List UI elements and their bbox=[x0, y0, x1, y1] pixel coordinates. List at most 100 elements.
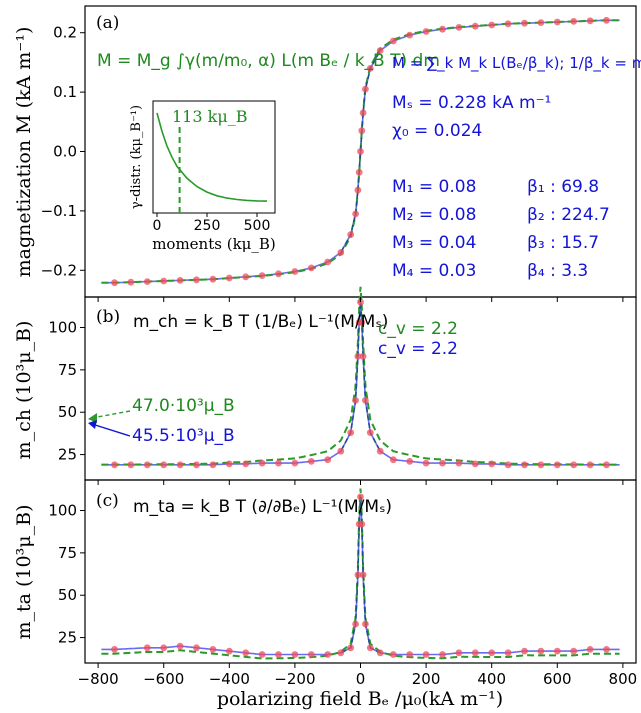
data-point bbox=[521, 19, 528, 27]
data-point bbox=[439, 25, 446, 33]
m-k-value: M₃ = 0.04 bbox=[392, 233, 476, 253]
data-points bbox=[111, 16, 610, 658]
panel-c-label: (c) bbox=[96, 491, 119, 511]
data-point bbox=[143, 278, 151, 285]
x-tick-label: −800 bbox=[78, 670, 119, 688]
y-tick-label: 100 bbox=[48, 502, 77, 520]
panel-b-y-label: m_ch (10³μ_B) bbox=[13, 321, 35, 460]
cv-green: c_v = 2.2 bbox=[378, 319, 458, 339]
beta-k-value: β₂ : 224.7 bbox=[527, 205, 610, 225]
data-point bbox=[586, 461, 594, 469]
x-tick-label: 0 bbox=[356, 670, 366, 688]
data-point bbox=[111, 646, 118, 653]
data-point bbox=[471, 460, 479, 468]
data-point bbox=[176, 642, 184, 650]
data-point bbox=[504, 20, 512, 28]
data-point bbox=[488, 21, 496, 29]
data-point bbox=[209, 646, 217, 653]
blue-model-formula: M = ∑_k M_k L(Bₑ/β_k); 1/β_k = m_k / k_B… bbox=[392, 54, 641, 73]
data-point bbox=[275, 651, 282, 658]
x-tick-label: 200 bbox=[412, 670, 441, 688]
panel-b-formula: m_ch = k_B T (1/Bₑ) L⁻¹(M/Mₛ) bbox=[133, 312, 388, 332]
data-point bbox=[488, 460, 496, 468]
y-tick-label: 25 bbox=[58, 446, 77, 464]
y-tick-label: −0.2 bbox=[41, 261, 77, 279]
data-point bbox=[389, 37, 397, 45]
data-point bbox=[389, 456, 397, 464]
saturation-magnetization: Mₛ = 0.228 kA m⁻¹ bbox=[392, 93, 551, 113]
data-point bbox=[603, 16, 610, 24]
data-point bbox=[362, 397, 369, 404]
data-point bbox=[455, 24, 463, 31]
data-point bbox=[193, 644, 200, 652]
data-point bbox=[376, 447, 384, 455]
data-point bbox=[291, 268, 299, 275]
data-point bbox=[603, 646, 610, 653]
limit-green-label: 47.0·10³μ_B bbox=[132, 396, 235, 416]
inset-marker-label: 113 kμ_B bbox=[172, 107, 247, 126]
data-point bbox=[127, 461, 135, 469]
fit-curve-dark bbox=[340, 51, 381, 252]
data-point bbox=[603, 461, 610, 469]
data-point bbox=[242, 273, 250, 281]
data-point bbox=[352, 620, 359, 628]
data-point bbox=[358, 319, 366, 326]
fit-curve-green bbox=[101, 286, 620, 466]
data-point bbox=[553, 647, 561, 655]
data-point bbox=[337, 447, 345, 455]
x-tick-label: 400 bbox=[477, 670, 506, 688]
y-tick-label: 0.2 bbox=[53, 24, 77, 42]
data-point bbox=[359, 352, 367, 360]
inset: 0 250 500 113 kμ_B γ-distr. (kμ_B⁻¹) momen… bbox=[129, 100, 276, 253]
data-point bbox=[570, 647, 578, 655]
data-point bbox=[488, 649, 496, 657]
data-point bbox=[376, 47, 384, 54]
axis-ticks: −0.2 −0.1 0.0 0.1 0.2 25 50 75 100 25 50 75 100 −800 −… bbox=[41, 24, 638, 688]
data-point bbox=[347, 429, 355, 436]
initial-susceptibility: χ₀ = 0.024 bbox=[392, 121, 482, 141]
data-point bbox=[275, 459, 282, 467]
data-point bbox=[209, 461, 217, 469]
data-point bbox=[337, 249, 345, 256]
inset-x-tick-label: 500 bbox=[244, 218, 271, 234]
data-point bbox=[439, 459, 446, 467]
green-model-formula: M = M_g ∫γ(m/m₀, α) L(m Bₑ / k_B T) dm bbox=[97, 51, 440, 71]
data-point bbox=[357, 493, 364, 501]
data-point bbox=[357, 148, 364, 155]
y-tick-label: 50 bbox=[58, 403, 77, 421]
data-point bbox=[422, 459, 430, 467]
x-tick-label: −600 bbox=[143, 670, 184, 688]
data-point bbox=[354, 352, 362, 360]
data-point bbox=[537, 461, 545, 469]
beta-k-value: β₄ : 3.3 bbox=[527, 261, 588, 281]
data-point bbox=[225, 647, 233, 655]
data-point bbox=[275, 270, 282, 278]
inset-x-tick-label: 250 bbox=[194, 218, 221, 234]
data-point bbox=[521, 461, 528, 469]
data-point bbox=[586, 646, 594, 653]
panel-c-formula: m_ta = k_B T (∂/∂Bₑ) L⁻¹(M/Mₛ) bbox=[133, 497, 392, 517]
fit-curve-green bbox=[101, 488, 620, 660]
data-point bbox=[307, 458, 315, 465]
data-point bbox=[176, 277, 184, 284]
inset-x-label: moments (kμ_B) bbox=[152, 235, 276, 253]
data-point bbox=[553, 461, 561, 469]
y-tick-label: −0.1 bbox=[41, 202, 77, 220]
y-tick-label: 25 bbox=[58, 629, 77, 647]
data-point bbox=[537, 647, 545, 655]
data-point bbox=[359, 109, 367, 117]
data-point bbox=[352, 210, 359, 218]
data-point bbox=[358, 520, 366, 528]
y-tick-label: 75 bbox=[58, 544, 77, 562]
data-point bbox=[521, 647, 528, 655]
data-point bbox=[359, 571, 367, 579]
data-point bbox=[127, 278, 135, 286]
data-point bbox=[291, 459, 299, 467]
data-point bbox=[504, 649, 512, 657]
data-point bbox=[242, 649, 250, 657]
inset-x-tick-label: 0 bbox=[153, 218, 162, 234]
data-point bbox=[193, 461, 200, 469]
data-point bbox=[193, 276, 200, 284]
data-point bbox=[225, 460, 233, 468]
